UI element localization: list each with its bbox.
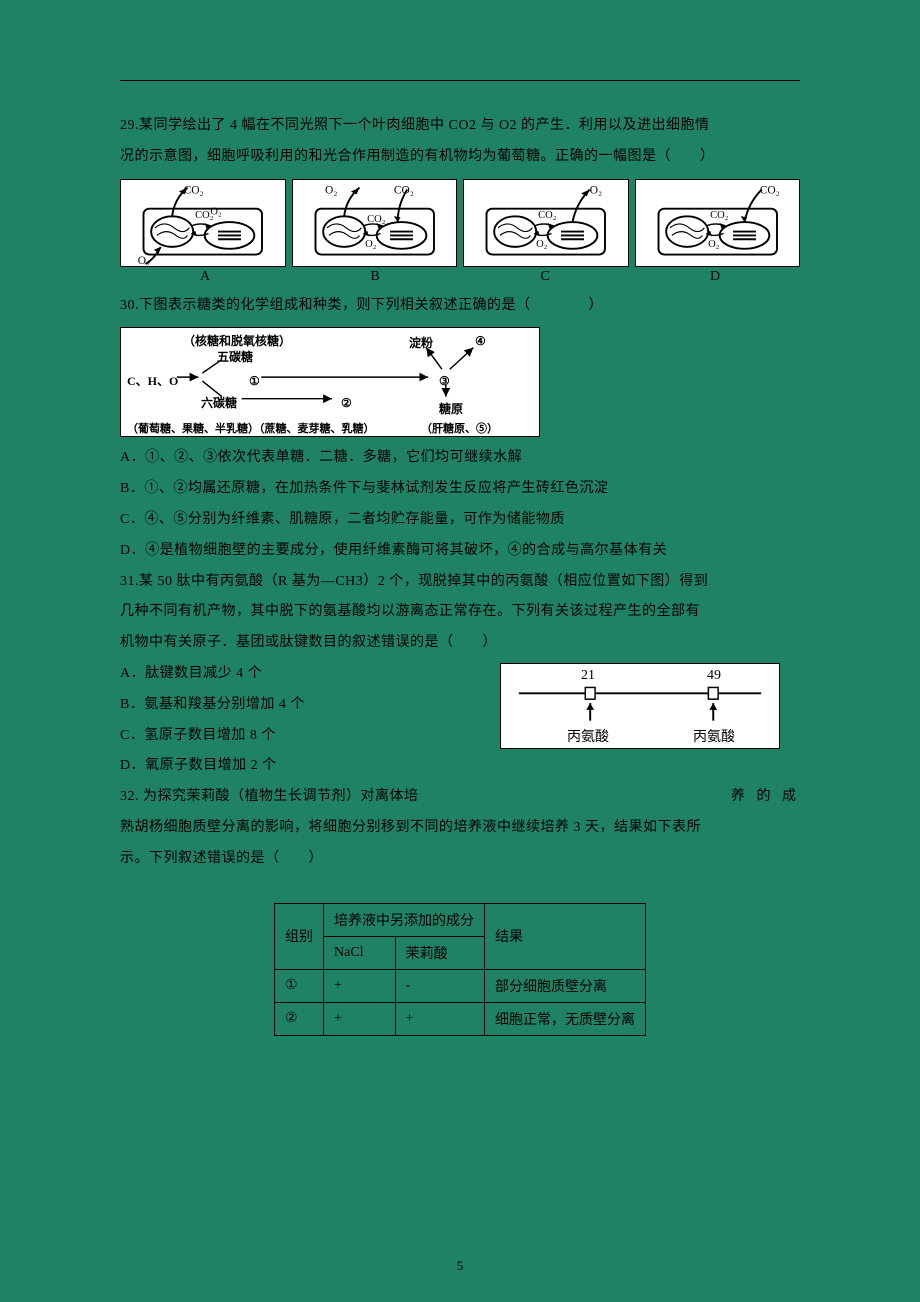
q29-number: 29.	[120, 118, 139, 133]
svg-text:CO₂: CO₂	[710, 210, 729, 221]
svg-text:O₂: O₂	[365, 238, 377, 249]
q31-number: 31.	[120, 574, 139, 589]
q31-option-D: D．氧原子数目增加 2 个	[120, 751, 484, 782]
svg-text:CO₂: CO₂	[184, 184, 204, 196]
q31-diagram: 21 49 丙氨酸 丙氨酸	[500, 663, 780, 749]
q30-diagram: （核糖和脱氧核糖） 五碳糖 C、H、O 六碳糖 ① ② ③ 淀粉 ④ 糖原 （葡…	[120, 327, 540, 437]
q29-panel-C: O₂ CO₂ O₂	[463, 179, 629, 267]
svg-text:CO₂: CO₂	[393, 184, 413, 196]
svg-text:O₂: O₂	[210, 206, 222, 217]
q32-stem-line1: 32. 为探究茉莉酸（植物生长调节剂）对离体培 养 的 成	[120, 782, 800, 813]
svg-text:O₂: O₂	[590, 184, 602, 196]
table-subheader-nacl: NaCl	[324, 936, 396, 969]
q30-option-C: C．④、⑤分别为纤维素、肌糖原，二者均贮存能量，可作为储能物质	[120, 505, 800, 536]
table-row: ② + + 细胞正常，无质壁分离	[275, 1002, 646, 1035]
svg-text:O₂: O₂	[536, 238, 548, 249]
q30-option-A: A．①、②、③依次代表单糖．二糖．多糖，它们均可继续水解	[120, 443, 800, 474]
top-rule	[120, 80, 800, 81]
q32-table: 组别 培养液中另添加的成分 结果 NaCl 茉莉酸 ① + - 部分细胞质壁分离…	[274, 903, 646, 1036]
q30-number: 30.	[120, 298, 139, 313]
svg-text:O₂: O₂	[138, 255, 150, 266]
svg-text:CO₂: CO₂	[538, 210, 557, 221]
q29-panel-A: CO₂ CO₂ O₂ O₂	[120, 179, 286, 267]
q32-stem-line2: 熟胡杨细胞质壁分离的影响，将细胞分别移到不同的培养液中继续培养 3 天，结果如下…	[120, 813, 800, 844]
svg-text:O₂: O₂	[325, 184, 337, 196]
svg-text:CO₂: CO₂	[759, 184, 779, 196]
page-number: 5	[0, 1258, 920, 1274]
q31-option-B: B．氨基和羧基分别增加 4 个	[120, 690, 484, 721]
q31-stem-line2: 几种不同有机产物，其中脱下的氨基酸均以游离态正常存在。下列有关该过程产生的全部有	[120, 597, 800, 628]
q32-number: 32.	[120, 789, 139, 804]
table-header-group: 组别	[275, 903, 324, 969]
table-row: ① + - 部分细胞质壁分离	[275, 969, 646, 1002]
q29-stem-line1: 29.某同学绘出了 4 幅在不同光照下一个叶肉细胞中 CO2 与 O2 的产生．…	[120, 111, 800, 142]
q30-option-D: D．④是植物细胞壁的主要成分，使用纤维素酶可将其破坏，④的合成与高尔基体有关	[120, 536, 800, 567]
q32-stem-line3: 示。下列叙述错误的是（ ）	[120, 844, 800, 875]
q31-stem-line1: 31.某 50 肽中有丙氨酸（R 基为—CH3）2 个，现脱掉其中的丙氨酸（相应…	[120, 567, 800, 598]
q30-stem: 30.下图表示糖类的化学组成和种类，则下列相关叙述正确的是（ ）	[120, 291, 800, 322]
q29-stem-line2: 况的示意图，细胞呼吸利用的和光合作用制造的有机物均为葡萄糖。正确的一幅图是（ ）	[120, 142, 800, 173]
svg-text:O₂: O₂	[708, 238, 720, 249]
q29-diagram: CO₂ CO₂ O₂ O₂ O₂ CO₂ CO₂	[120, 179, 800, 267]
svg-text:CO₂: CO₂	[367, 214, 386, 225]
q29-panel-D: CO₂ CO₂ O₂	[635, 179, 801, 267]
q29-panel-B: O₂ CO₂ CO₂ O₂	[292, 179, 458, 267]
table-subheader-ja: 茉莉酸	[395, 936, 484, 969]
q31-stem-line3: 机物中有关原子．基团或肽键数目的叙述错误的是（ ）	[120, 628, 800, 659]
q31-option-C: C．氢原子数目增加 8 个	[120, 721, 484, 752]
table-header-result: 结果	[485, 903, 646, 969]
q29-panel-labels: A B C D	[120, 269, 800, 285]
table-header-added: 培养液中另添加的成分	[324, 903, 485, 936]
q30-option-B: B．①、②均属还原糖，在加热条件下与斐林试剂发生反应将产生砖红色沉淀	[120, 474, 800, 505]
table-row: 组别 培养液中另添加的成分 结果	[275, 903, 646, 936]
q31-option-A: A．肽键数目减少 4 个	[120, 659, 484, 690]
